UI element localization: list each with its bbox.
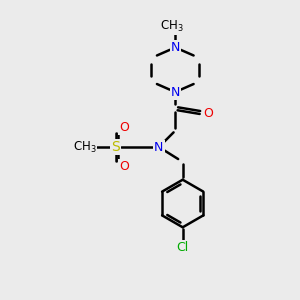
Text: CH$_3$: CH$_3$ bbox=[73, 140, 97, 154]
Text: O: O bbox=[203, 107, 213, 120]
Text: Cl: Cl bbox=[177, 241, 189, 254]
Text: CH$_3$: CH$_3$ bbox=[160, 19, 184, 34]
Text: N: N bbox=[171, 85, 180, 98]
Text: S: S bbox=[111, 140, 120, 154]
Text: O: O bbox=[119, 121, 129, 134]
Text: O: O bbox=[119, 160, 129, 173]
Text: N: N bbox=[171, 41, 180, 54]
Text: N: N bbox=[154, 140, 164, 154]
